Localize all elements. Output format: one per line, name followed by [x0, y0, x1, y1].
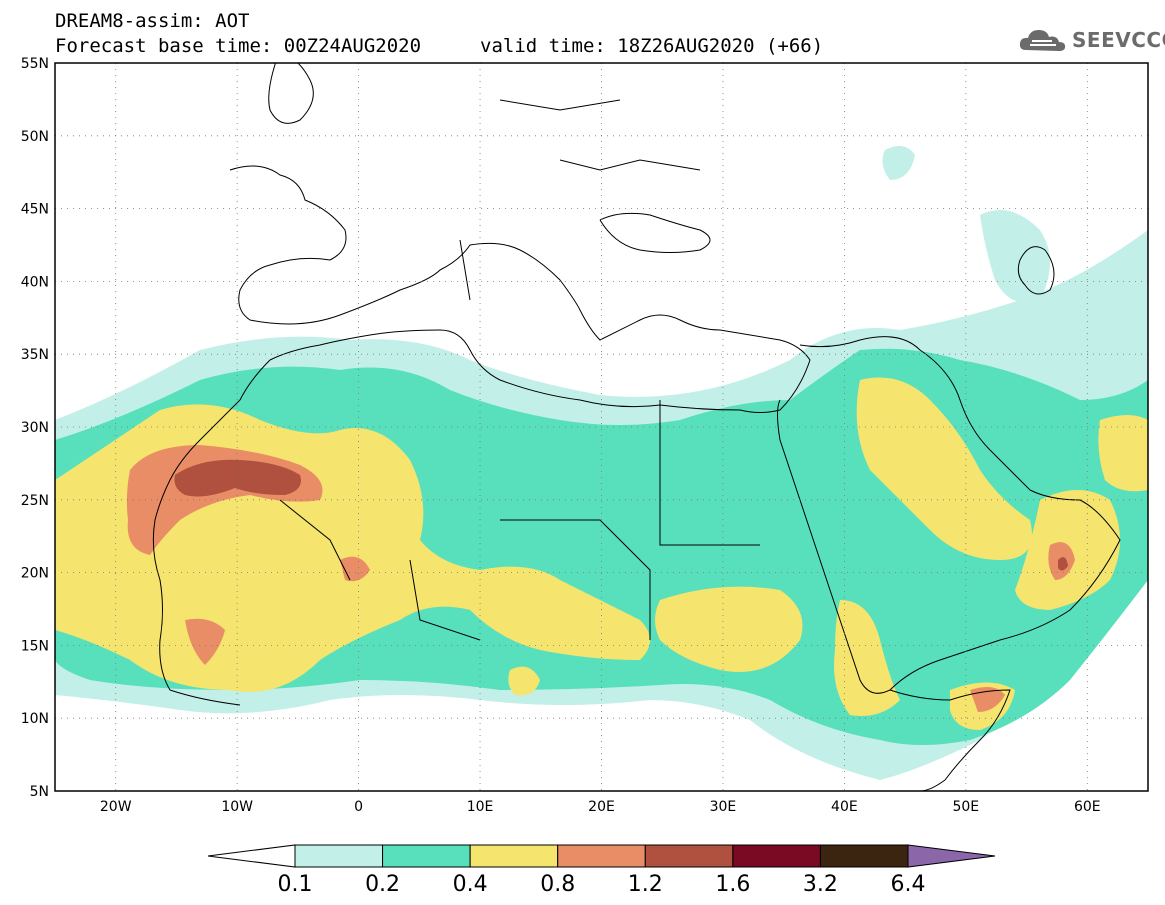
- latitude-labels: 55N 50N 45N 40N 35N 30N 25N 20N 15N 10N 5N: [21, 56, 49, 800]
- colorbar-segment: [294, 844, 384, 868]
- aot-band-0.4-sahel: [655, 586, 803, 672]
- lat-label: 55N: [21, 56, 49, 72]
- longitude-labels: 20W 10W 0 10E 20E 30E 40E 50E 60E: [100, 799, 1101, 815]
- map-frame: [54, 62, 1149, 792]
- colorbar-segment: [732, 844, 821, 868]
- lon-label: 60E: [1074, 799, 1101, 815]
- seevccc-logo: SEEVCCC: [1018, 24, 1165, 54]
- colorbar: [207, 844, 996, 868]
- logo-text: SEEVCCC: [1072, 28, 1165, 52]
- lat-label: 10N: [21, 711, 49, 727]
- map-title: DREAM8-assim: AOT: [55, 10, 250, 32]
- lon-label: 50E: [952, 799, 979, 815]
- aot-band-0.1-caspian: [980, 210, 1050, 303]
- colorbar-level-label: 0.8: [540, 872, 576, 897]
- colorbar-arrow-low: [207, 844, 296, 868]
- forecast-base-time: Forecast base time: 00Z24AUG2020: [55, 35, 422, 57]
- colorbar-level-label: 1.2: [627, 872, 663, 897]
- aot-band-0.8-mali: [185, 618, 225, 665]
- aot-band-0.4-redsea: [834, 600, 900, 716]
- colorbar-segment: [557, 844, 646, 868]
- colorbar-segment: [644, 844, 734, 868]
- colorbar-level-label: 1.6: [715, 872, 751, 897]
- lon-label: 10E: [467, 799, 494, 815]
- colorbar-level-label: 3.2: [802, 872, 838, 897]
- colorbar-arrow-high: [907, 844, 996, 868]
- lat-label: 5N: [30, 784, 49, 800]
- lat-label: 15N: [21, 638, 49, 654]
- lon-label: 0: [354, 799, 363, 815]
- colorbar-level-label: 0.1: [277, 872, 313, 897]
- aot-band-1.2-oman: [1058, 557, 1068, 571]
- colorbar-segment: [469, 844, 559, 868]
- aot-band-1.2: [174, 459, 301, 497]
- lat-label: 35N: [21, 347, 49, 363]
- valid-time: valid time: 18Z26AUG2020 (+66): [480, 35, 824, 57]
- colorbar-level-label: 0.2: [365, 872, 401, 897]
- lon-label: 30E: [710, 799, 737, 815]
- colorbar-level-label: 0.4: [452, 872, 488, 897]
- aot-band-0.1-north: [882, 146, 915, 180]
- lon-label: 10W: [221, 799, 253, 815]
- lon-label: 20E: [588, 799, 615, 815]
- lat-label: 25N: [21, 493, 49, 509]
- lat-label: 20N: [21, 566, 49, 582]
- lat-label: 50N: [21, 129, 49, 145]
- lat-label: 45N: [21, 202, 49, 218]
- coastlines: [152, 63, 1121, 791]
- colorbar-segment: [382, 844, 471, 868]
- cloud-icon: [1019, 30, 1066, 51]
- colorbar-level-label: 6.4: [890, 872, 926, 897]
- aot-band-0.4-arabia: [856, 377, 1032, 560]
- lat-label: 30N: [21, 420, 49, 436]
- lon-label: 40E: [831, 799, 858, 815]
- colorbar-segment: [819, 844, 909, 868]
- lon-label: 20W: [100, 799, 132, 815]
- aot-band-0.4-chad: [508, 666, 540, 696]
- aot-band-0.4-iran: [1098, 415, 1148, 492]
- lat-label: 40N: [21, 274, 49, 290]
